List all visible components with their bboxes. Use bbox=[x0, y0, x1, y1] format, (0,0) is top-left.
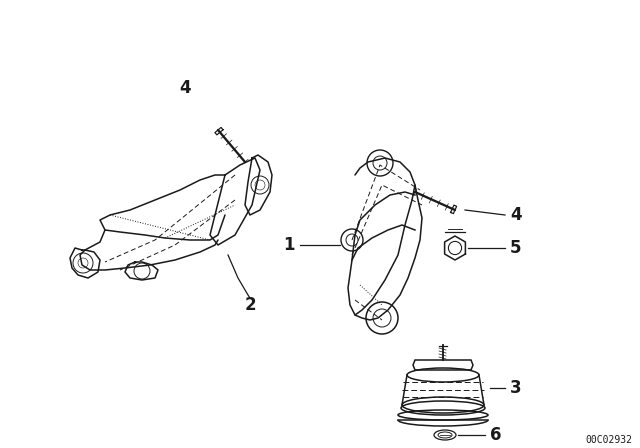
Text: 2: 2 bbox=[244, 296, 256, 314]
Text: 5: 5 bbox=[510, 239, 522, 257]
Text: 3: 3 bbox=[510, 379, 522, 397]
Text: 4: 4 bbox=[510, 206, 522, 224]
Text: 1: 1 bbox=[284, 236, 295, 254]
Text: 00C02932: 00C02932 bbox=[585, 435, 632, 445]
Text: 6: 6 bbox=[490, 426, 502, 444]
Text: 4: 4 bbox=[179, 79, 191, 97]
